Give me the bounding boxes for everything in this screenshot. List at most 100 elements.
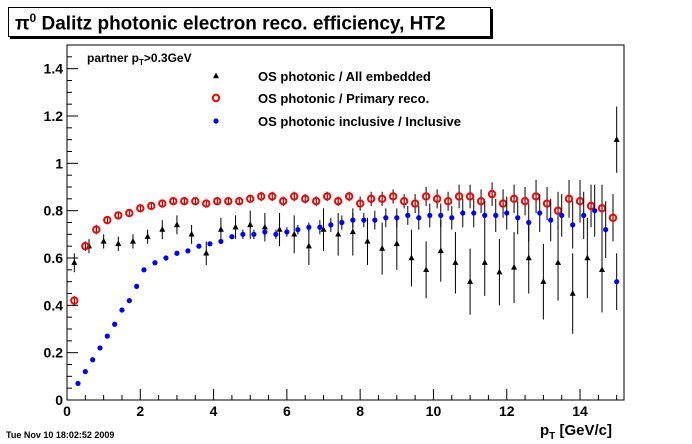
data-point (119, 307, 125, 313)
data-point (454, 192, 464, 201)
data-point (540, 278, 547, 284)
data-point (410, 199, 420, 208)
data-point (437, 247, 444, 254)
x-tick-label: 2 (136, 403, 144, 419)
data-point (152, 260, 158, 266)
data-point (449, 215, 455, 221)
x-axis-label-subscript: T (549, 431, 555, 442)
data-point (112, 321, 118, 327)
data-point (394, 215, 400, 221)
data-point (460, 210, 466, 216)
data-point (115, 240, 122, 246)
data-point (493, 212, 499, 218)
data-point (614, 279, 620, 285)
legend-marker (213, 72, 219, 79)
data-point (71, 259, 78, 265)
data-point (174, 250, 180, 256)
legend-marker (213, 118, 219, 124)
data-point (284, 229, 290, 235)
annotation-subscript: T (139, 58, 144, 67)
data-point (185, 248, 191, 254)
data-point (268, 192, 277, 201)
series-os-photonic-inclusive-inclusive (75, 184, 620, 387)
chart-title: π0 Dalitz photonic electron reco. effici… (15, 11, 446, 35)
data-point (251, 231, 257, 237)
x-tick-label: 12 (499, 403, 515, 419)
data-point (295, 227, 301, 233)
data-point (405, 212, 411, 218)
data-point (218, 238, 224, 245)
data-point (173, 221, 180, 228)
data-point (246, 194, 255, 204)
data-point (366, 194, 376, 204)
x-tick-label: 8 (356, 403, 364, 419)
data-point (570, 222, 576, 228)
data-point (125, 208, 134, 218)
data-point (608, 213, 618, 222)
data-point (465, 192, 475, 201)
data-point (240, 231, 246, 237)
data-point (81, 241, 90, 251)
data-point (555, 259, 562, 265)
data-point (203, 249, 210, 256)
data-point (217, 226, 224, 232)
y-tick-label: 1.2 (44, 108, 64, 124)
data-point (427, 212, 433, 218)
data-point (504, 210, 510, 216)
data-point (364, 237, 371, 244)
data-point (372, 217, 378, 223)
data-point (317, 224, 323, 230)
data-point (383, 215, 389, 221)
data-point (70, 296, 79, 305)
data-point (188, 230, 195, 237)
data-point (159, 226, 166, 232)
y-tick-label: 0.2 (44, 345, 64, 361)
legend-label: OS photonic / Primary reco. (258, 91, 429, 106)
data-point (564, 194, 574, 204)
data-point (350, 217, 356, 223)
data-point (75, 380, 81, 387)
data-point (537, 210, 543, 216)
data-point (232, 223, 239, 230)
data-point (276, 226, 283, 232)
y-tick-label: 0.4 (44, 297, 64, 313)
axes: 0 2 4 6 8 10 12 14 0 0.2 0.4 0.6 0.8 1 1.2 1.4 (44, 44, 618, 419)
data-point (144, 233, 151, 239)
data-point (262, 229, 268, 235)
data-point (355, 199, 365, 208)
data-point (306, 224, 312, 230)
data-point (515, 215, 521, 221)
data-point (322, 192, 332, 201)
data-point (141, 267, 147, 273)
data-point (599, 266, 606, 273)
data-point (247, 221, 254, 228)
y-tick-label: 1 (55, 155, 63, 171)
pi-symbol: π (15, 13, 30, 35)
data-point (361, 217, 367, 223)
data-point (603, 227, 609, 233)
data-point (261, 223, 268, 230)
data-point (213, 197, 222, 206)
data-point (147, 201, 156, 211)
data-point (82, 369, 88, 375)
data-point (335, 230, 342, 237)
y-tick-label: 0 (55, 392, 63, 408)
legend-label: OS photonic inclusive / Inclusive (258, 114, 461, 129)
data-point (423, 266, 430, 273)
data-point (273, 231, 279, 237)
chart-title-box: π0 Dalitz photonic electron reco. effici… (8, 7, 491, 37)
data-point (344, 192, 354, 201)
x-tick-label: 10 (426, 403, 442, 419)
data-point (408, 254, 415, 261)
data-point (379, 245, 386, 251)
data-point (103, 215, 112, 225)
data-point (229, 234, 235, 240)
annotation-prefix: partner p (87, 51, 139, 65)
data-point (90, 357, 96, 363)
data-point (569, 290, 576, 296)
data-point (114, 211, 123, 220)
data-point (584, 254, 591, 261)
data-point (134, 283, 140, 289)
data-point (300, 194, 310, 204)
data-point (92, 225, 101, 234)
